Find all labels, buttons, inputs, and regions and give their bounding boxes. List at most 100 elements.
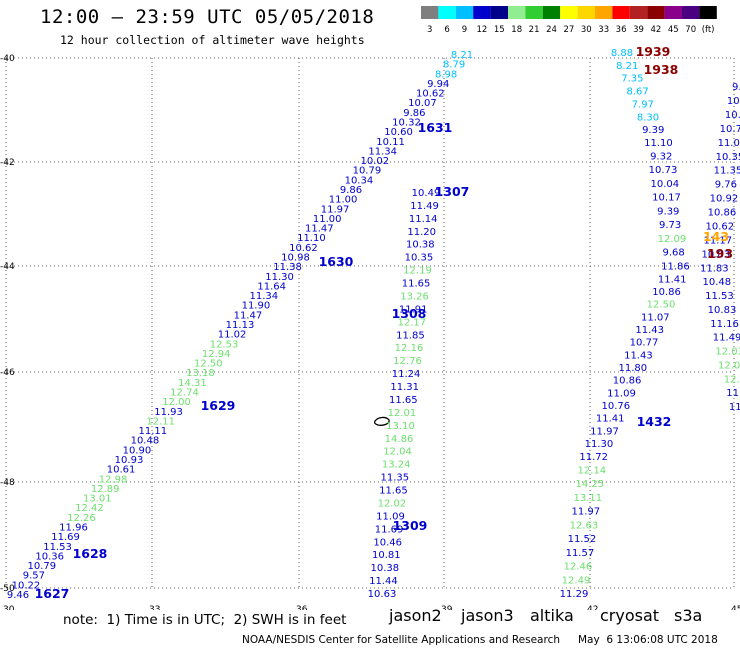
pass-time-label: 1309 bbox=[393, 518, 428, 533]
wave-height-value: 11.57 bbox=[566, 548, 595, 559]
legend-jason2: jason2 bbox=[389, 606, 442, 625]
wave-height-value: 13.26 bbox=[400, 292, 429, 303]
wave-height-value: 11.35 bbox=[380, 473, 409, 484]
wave-height-value: 11.43 bbox=[635, 325, 664, 336]
wave-height-value: 12.02 bbox=[378, 499, 407, 510]
wave-height-value: 10.38 bbox=[406, 240, 435, 251]
y-tick-label: -50 bbox=[0, 584, 15, 594]
chart-title: 12:00 – 23:59 UTC 05/05/2018 bbox=[40, 6, 375, 28]
pass-time-label: 1432 bbox=[637, 414, 672, 429]
wave-height-value: 11.5 bbox=[729, 402, 740, 413]
legend-s3a: s3a bbox=[674, 606, 703, 625]
wave-height-value: 13.24 bbox=[382, 460, 411, 471]
color-scale-label: (ft) bbox=[702, 25, 715, 35]
footnote: note: 1) Time is in UTC; 2) SWH is in fe… bbox=[63, 612, 347, 628]
color-swatch bbox=[455, 6, 474, 19]
wave-height-value: 11.96 bbox=[59, 523, 88, 534]
wave-height-value: 12.53 bbox=[210, 339, 239, 350]
wave-height-value: 8.67 bbox=[626, 87, 648, 98]
wave-height-value: 11.47 bbox=[305, 224, 334, 235]
wave-height-value: 11.53 bbox=[705, 291, 734, 302]
color-scale-label: 42 bbox=[650, 25, 661, 35]
wave-height-value: 12.11 bbox=[146, 416, 175, 427]
wave-height-value: 11.69 bbox=[51, 532, 80, 543]
color-scale-label: 3 bbox=[427, 25, 432, 35]
wave-height-value: 10.62 bbox=[289, 243, 318, 254]
color-scale-label: 39 bbox=[633, 25, 644, 35]
grid-lines bbox=[5, 57, 735, 589]
wave-height-value: 9.46 bbox=[7, 590, 29, 601]
x-tick-label: 33 bbox=[149, 605, 160, 610]
color-scale-label: 24 bbox=[546, 25, 557, 35]
wave-height-value: 11.93 bbox=[154, 407, 183, 418]
wave-height-value: 12.7 bbox=[724, 374, 740, 385]
wave-height-value: 11.86 bbox=[661, 261, 690, 272]
wave-height-value: 11.43 bbox=[624, 350, 653, 361]
wave-height-value: 11.83 bbox=[700, 263, 729, 274]
wave-height-value: 11.09 bbox=[376, 511, 405, 522]
wave-height-value: 12.94 bbox=[202, 349, 231, 360]
wave-height-value: 9.76 bbox=[715, 180, 737, 191]
color-swatch bbox=[682, 6, 700, 19]
track-jason2: 11.29 12.49 12.46 11.57 11.52 12.63 11.97 13.11… bbox=[560, 48, 690, 600]
wave-height-value: 11.30 bbox=[585, 439, 614, 450]
wave-height-value: 12.09 bbox=[658, 234, 687, 245]
wave-height-value: 8.30 bbox=[637, 112, 659, 123]
color-scale-label: 30 bbox=[581, 25, 592, 35]
wave-height-value: 9.39 bbox=[657, 206, 679, 217]
wave-height-value: 12.98 bbox=[99, 474, 128, 485]
wave-height-value: 11.41 bbox=[658, 274, 687, 285]
color-swatch bbox=[612, 6, 630, 19]
wave-height-value: 11.47 bbox=[234, 310, 263, 321]
wave-height-value: 10.83 bbox=[708, 305, 737, 316]
color-swatch bbox=[542, 6, 561, 19]
wave-height-value: 10.07 bbox=[408, 98, 437, 109]
pass-time-label: 1308 bbox=[392, 306, 427, 321]
pass-time-label: 143 bbox=[703, 229, 729, 244]
wave-height-value: 10.49 bbox=[412, 188, 441, 199]
wave-height-value: 9.4 bbox=[732, 82, 740, 93]
color-scale-label: 45 bbox=[668, 25, 679, 35]
wave-height-value: 10.32 bbox=[392, 118, 421, 129]
wave-height-value: 11.17 bbox=[703, 236, 732, 247]
wave-height-value: 12.42 bbox=[75, 503, 104, 514]
track-jason2: 9.4610.229.5710.7910.3611.5311.6911.9612… bbox=[7, 50, 473, 601]
wave-height-value: 10.7 bbox=[725, 110, 740, 121]
wave-height-value: 11.07 bbox=[641, 312, 670, 323]
pass-time-label: 1627 bbox=[35, 586, 70, 601]
wave-height-value: 11.65 bbox=[402, 279, 431, 290]
legend-jason3: jason3 bbox=[461, 606, 514, 625]
color-scale-label: 21 bbox=[529, 25, 540, 35]
color-swatch bbox=[664, 6, 682, 19]
wave-height-value: 11.44 bbox=[369, 576, 398, 587]
wave-height-value: 12.17 bbox=[397, 317, 426, 328]
pass-time-label: 1938 bbox=[644, 62, 679, 77]
wave-height-value: 9.94 bbox=[427, 79, 449, 90]
wave-height-value: 11.97 bbox=[571, 507, 600, 518]
wave-height-value: 10.35 bbox=[716, 152, 740, 163]
wave-height-value: 11.49 bbox=[410, 201, 439, 212]
wave-height-value: 10.60 bbox=[384, 127, 413, 138]
wave-height-value: 11.00 bbox=[329, 195, 358, 206]
track-s3a: 9.4 10.0 10.7 10.79 11.07 10.35 11.35 9.76 10.92… bbox=[636, 44, 740, 413]
wave-height-value: 9.39 bbox=[642, 125, 664, 136]
altimeter-map: -40 -42 -44 -46 -48 -50 30 33 36 39 42 45 9.4610.22… bbox=[0, 44, 740, 610]
legend-altika: altika bbox=[530, 606, 574, 625]
color-swatch bbox=[699, 6, 717, 19]
wave-height-value: 12.50 bbox=[647, 300, 676, 311]
y-tick-label: -40 bbox=[0, 54, 15, 64]
wave-height-value: 12.16 bbox=[395, 343, 424, 354]
color-swatch bbox=[508, 6, 526, 19]
color-scale-label: 18 bbox=[511, 25, 522, 35]
pass-time-label: 1630 bbox=[319, 254, 354, 269]
axis-labels: -40 -42 -44 -46 -48 -50 30 33 36 39 42 45 bbox=[0, 54, 740, 610]
color-scale-label: 27 bbox=[563, 25, 574, 35]
x-tick-label: 39 bbox=[441, 605, 453, 610]
wave-height-value: 11.10 bbox=[297, 233, 326, 244]
wave-height-value: 11.49 bbox=[713, 333, 740, 344]
color-scale-label: 36 bbox=[616, 25, 627, 35]
wave-height-value: 11.29 bbox=[560, 589, 589, 600]
color-swatch bbox=[560, 6, 578, 19]
track-layer: 9.4610.229.5710.7910.3611.5311.6911.9612… bbox=[7, 44, 740, 601]
wave-height-value: 12.76 bbox=[393, 356, 422, 367]
